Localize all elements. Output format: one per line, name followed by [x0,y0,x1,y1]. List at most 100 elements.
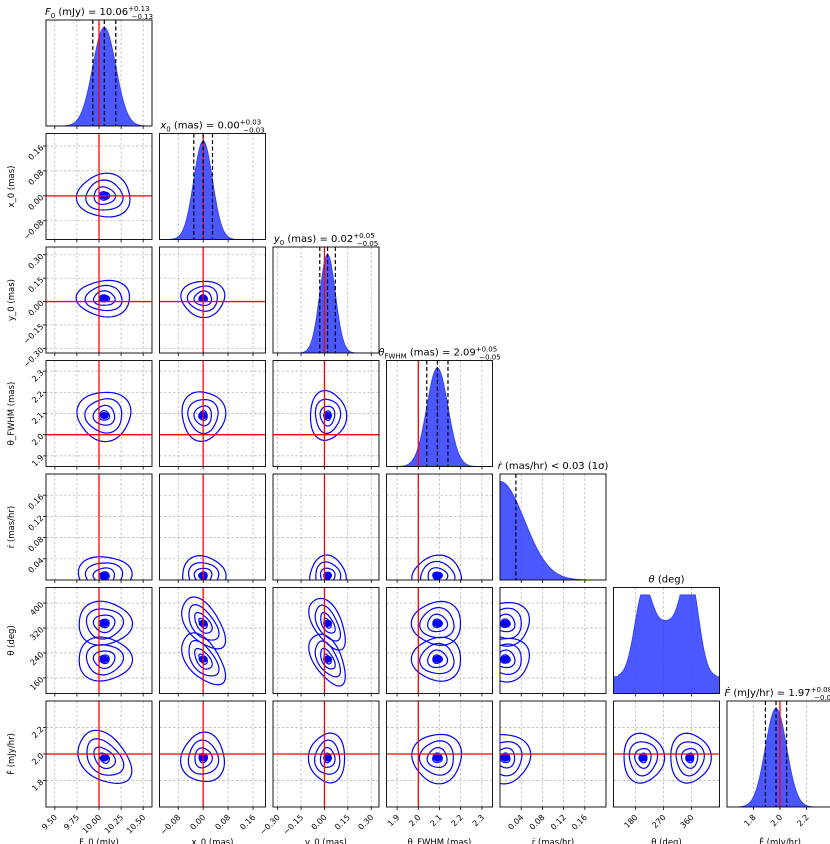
contour-F0-Fdot [86,738,125,776]
contour-F0-rdot [77,556,133,580]
y-tick-label-Fdot: 2.2 [30,725,45,740]
panel-content [411,474,463,580]
contour-x0-y0 [186,285,218,312]
y-axis-label-Fdot: Ḟ (mJy/hr) [6,733,17,775]
contour-theta_fwhm-theta [410,636,462,682]
y-tick-label-x0: 0.00 [27,193,46,212]
panel-y0-theta [272,587,380,697]
contour-y0-rdot [315,561,342,580]
density-peak-rdot-theta [500,619,510,627]
panel-content [613,594,720,694]
x-tick-label-theta_fwhm: 2.3 [471,813,486,828]
x-tick-label-theta_fwhm: 2.0 [407,813,422,828]
panel-frame [159,700,266,808]
panel-F0-theta_fwhm: 1.9 2.0 2.1 2.2 2.3 [30,360,153,470]
density-peak-theta_fwhm-Fdot [432,754,442,762]
x-axis-label-x0: x_0 (mas) [192,838,234,844]
contour-rdot-theta [500,607,522,640]
panel-content [77,474,133,580]
title-theta_fwhm: θFWHM (mas) = 2.09+0.05 −0.05 [378,346,500,362]
x-tick-label-Fdot: 2.0 [769,813,784,828]
x-tick-label-F0: 10.50 [125,813,148,836]
y-tick-label-theta: 400 [28,600,45,617]
y-tick-label-Fdot: 1.8 [30,778,45,793]
contour-y0-theta [308,597,346,651]
y-tick-label-y0: −0.30 [22,345,46,369]
y-tick-label-x0: 0.08 [27,168,46,187]
panel-F0-Fdot: 9.50 9.75 10.00 10.25 10.50 1.8 2.0 2.2 [30,700,153,836]
y-tick-label-rdot: 0.08 [27,535,46,554]
density-peak-F0-theta [99,619,109,627]
panel-theta_fwhm-theta [386,587,493,697]
contour-F0-theta [85,644,125,676]
contour-y0-theta_fwhm [314,398,342,434]
x-axis-label-theta: θ (deg) [651,838,682,844]
panel-content [613,732,720,784]
panel-content [46,133,152,240]
panel-x0-rdot [159,473,266,583]
contour-x0-y0 [193,290,213,307]
x-tick-label-y0: −0.15 [282,813,306,837]
x-axis-label-y0: y_0 (mas) [305,838,347,844]
x-tick-label-x0: −0.08 [159,813,183,837]
panel-y0-rdot [272,473,380,583]
contour-x0-theta_fwhm [181,391,227,442]
contour-rdot-theta [500,649,516,669]
x-tick-label-y0: 0.15 [333,813,352,832]
panel-frame [272,700,380,808]
contour-F0-theta_fwhm [92,404,116,426]
panel-F0-rdot: 0.04 0.08 0.12 0.16 [27,473,153,583]
density-peak-F0-Fdot [99,754,109,762]
y-tick-label-theta_fwhm: 1.9 [30,453,45,468]
x-tick-label-rdot: 0.08 [528,813,547,832]
panel-rdot-Fdot: 0.04 0.08 0.12 0.16 [499,700,607,832]
x-tick-label-theta_fwhm: 1.9 [386,813,401,828]
contour-x0-rdot [187,562,220,580]
x-tick-label-x0: 0.08 [213,813,232,832]
density-peak-F0-rdot [99,572,109,580]
panel-F0-y0: −0.30−0.15 0.00 0.15 0.30 [22,246,153,369]
marginal-hist-theta [613,594,720,694]
x-tick-label-x0: 0.16 [238,813,257,832]
panel-content [46,20,152,126]
x-tick-label-y0: 0.00 [310,813,329,832]
contour-x0-rdot [193,567,213,580]
x-tick-label-theta_fwhm: 2.2 [450,813,465,828]
contour-x0-theta [181,632,227,686]
contour-y0-rdot [319,567,336,580]
y-tick-label-theta_fwhm: 2.2 [30,389,45,404]
contour-F0-theta_fwhm [84,398,123,434]
panel-frame [499,700,607,808]
x-axis-label-rdot: ṙ (mas/hr) [532,838,575,844]
contour-theta_fwhm-theta [419,607,455,639]
contour-F0-y0 [84,284,123,312]
x-tick-label-rdot: 0.16 [570,813,589,832]
contour-x0-theta [194,647,213,670]
panel-content [46,701,152,807]
contour-rdot-theta [500,654,511,664]
density-peak-y0-theta_fwhm [323,412,333,420]
contour-theta-Fdot [623,732,666,784]
contour-y0-theta [320,611,336,634]
contour-rdot-theta [500,618,511,628]
y-axis-label-theta: θ (deg) [7,625,17,656]
y-tick-label-rdot: 0.12 [27,514,46,533]
x-tick-label-Fdot: 2.2 [795,813,810,828]
y-axis-label-theta_fwhm: θ_FWHM (mas) [7,382,17,446]
contour-y0-Fdot [307,732,346,784]
x-tick-label-rdot: 0.04 [506,813,525,832]
panel-frame [272,473,380,581]
y-tick-label-theta: 320 [28,625,45,642]
x-tick-label-rdot: 0.12 [549,813,568,832]
contour-y0-theta [308,633,346,687]
x-tick-label-theta: 360 [679,813,696,830]
density-peak-y0-rdot [323,572,333,580]
contour-x0-Fdot [194,747,213,769]
density-peak-y0-Fdot [323,754,333,762]
y-tick-label-y0: 0.15 [27,275,46,294]
y-tick-label-theta_fwhm: 2.3 [30,368,45,383]
contour-theta_fwhm-theta [419,642,455,675]
panel-content [309,474,347,580]
x-axis-label-theta_fwhm: θ_FWHM (mas) [408,838,472,844]
